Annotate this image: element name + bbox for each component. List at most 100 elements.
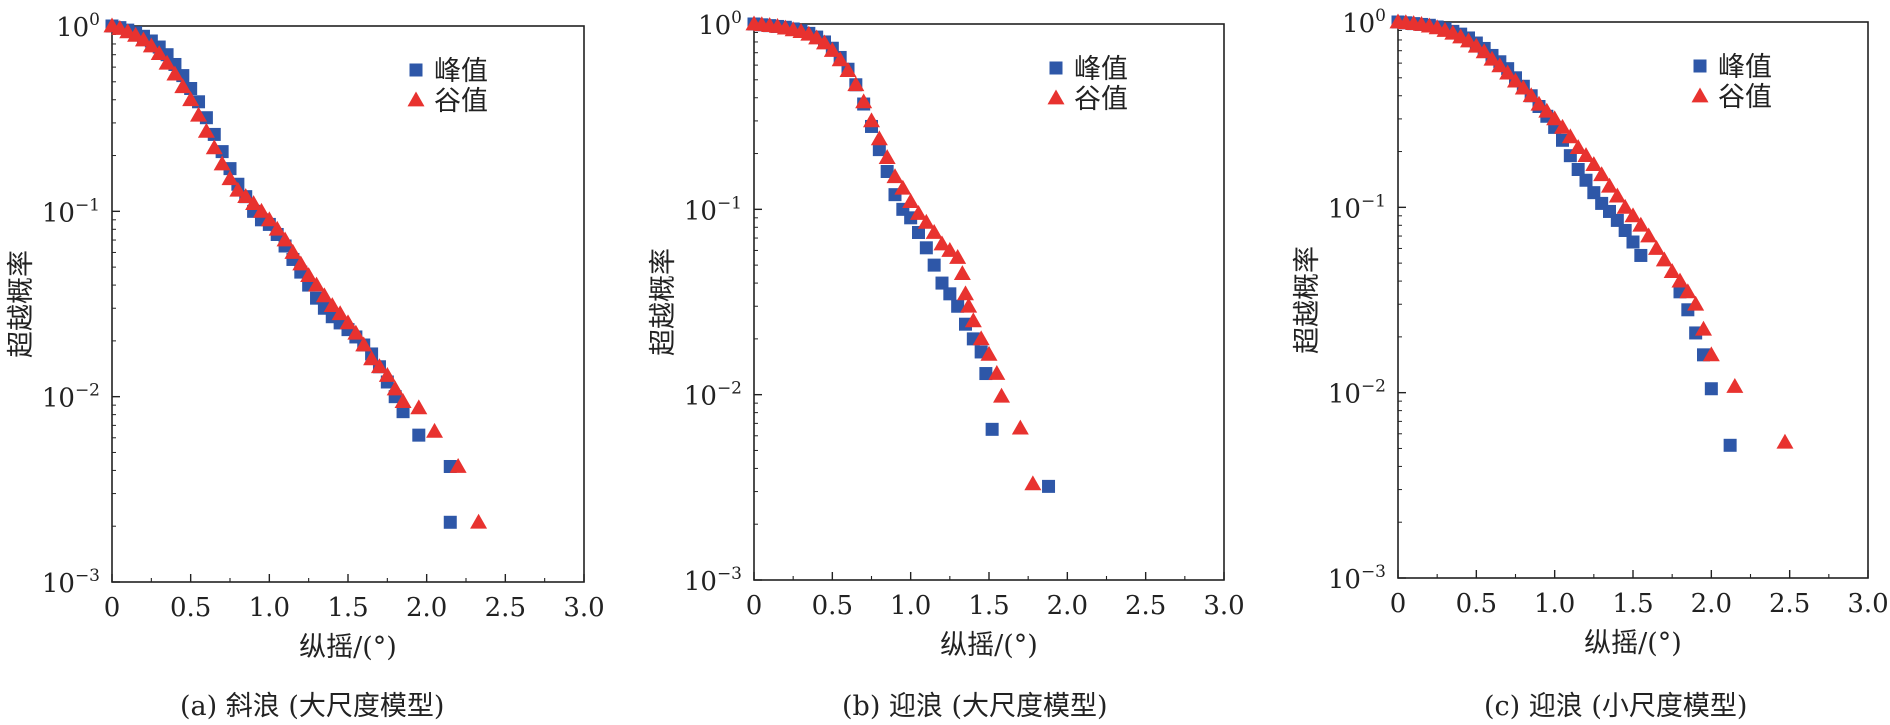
trough-point-b: [933, 235, 951, 251]
y-tick-label: 10−3: [42, 566, 100, 599]
trough-point-b: [831, 51, 849, 67]
trough-point-b: [855, 93, 873, 109]
trough-point-a: [339, 314, 357, 330]
trough-point-a: [158, 54, 176, 70]
trough-point-b: [839, 62, 857, 78]
peak-point-c: [1618, 223, 1632, 237]
y-tick-label: 100: [56, 10, 100, 43]
trough-point-c: [1679, 283, 1697, 299]
peak-point-a: [396, 405, 410, 419]
peak-point-a: [443, 515, 457, 529]
trough-point-c: [1475, 43, 1493, 59]
trough-point-a: [300, 267, 318, 282]
trough-point-a: [292, 255, 310, 271]
peak-point-c: [1610, 213, 1624, 227]
trough-point-a: [237, 188, 255, 204]
y-axis-label: 超越概率: [1292, 246, 1323, 354]
trough-point-a: [315, 287, 333, 303]
trough-point-a: [229, 181, 247, 197]
trough-point-b: [972, 330, 990, 346]
trough-point-b: [941, 241, 959, 257]
trough-point-a: [268, 220, 286, 236]
trough-point-b: [902, 193, 920, 209]
trough-point-a: [284, 243, 302, 259]
y-tick-label: 10−2: [1328, 377, 1386, 410]
trough-point-c: [1663, 263, 1681, 278]
x-tick-label: 1.5: [1612, 589, 1653, 619]
y-tick-label: 10−2: [684, 379, 742, 412]
peak-point-c: [1571, 163, 1585, 177]
trough-point-a: [190, 106, 208, 122]
trough-point-c: [1632, 216, 1650, 232]
panel-b: 0 0.5 1.0 1.5 2.0 2.5 3.0 100 10−1 10−2 10−3 纵摇/(°)…: [648, 8, 1245, 661]
x-tick-label: 2.5: [1769, 589, 1810, 619]
peak-point-b: [912, 225, 925, 239]
trough-point-a: [150, 45, 168, 60]
trough-point-c: [1776, 433, 1794, 449]
x-tick-label: 0: [104, 593, 121, 623]
peak-point-b: [951, 299, 965, 313]
x-axis-label: 纵摇/(°): [940, 630, 1038, 661]
trough-point-c: [1687, 295, 1705, 311]
caption-c: (c) 迎浪 (小尺度模型): [1484, 691, 1748, 722]
peak-point-b: [880, 165, 894, 179]
trough-point-c: [1530, 95, 1548, 111]
x-tick-label: 1.5: [968, 591, 1009, 621]
trough-point-c: [1538, 102, 1556, 118]
trough-point-a: [197, 122, 215, 138]
trough-point-a: [213, 155, 231, 171]
trough-point-c: [1514, 79, 1532, 95]
legend-marker-peak: [1049, 61, 1063, 75]
trough-point-a: [276, 231, 294, 247]
y-tick-label: 10−1: [684, 193, 742, 226]
trough-point-a: [323, 297, 341, 312]
trough-point-a: [355, 336, 373, 352]
trough-point-a: [134, 31, 152, 47]
trough-point-c: [1460, 32, 1477, 48]
legend-marker-peak: [1693, 59, 1707, 73]
peak-point-b: [985, 422, 999, 436]
trough-point-c: [1577, 147, 1595, 163]
legend-marker-trough: [1691, 87, 1709, 103]
trough-point-a: [378, 367, 396, 382]
trough-point-a: [252, 202, 270, 218]
legend-label: 峰值: [434, 56, 488, 87]
trough-point-b: [953, 265, 971, 280]
x-tick-label: 0: [1390, 589, 1407, 619]
trough-point-c: [1695, 320, 1712, 336]
peak-point-c: [1587, 186, 1601, 200]
x-tick-label: 0.5: [170, 593, 211, 623]
trough-point-b: [917, 213, 935, 229]
trough-point-b: [816, 34, 833, 50]
trough-point-a: [166, 65, 184, 81]
peak-point-c: [1579, 173, 1593, 187]
trough-point-c: [1499, 64, 1517, 80]
trough-point-c: [1671, 272, 1689, 288]
peak-point-b: [935, 276, 949, 290]
caption-a: (a) 斜浪 (大尺度模型): [180, 691, 445, 722]
x-axis-label: 纵摇/(°): [1584, 628, 1682, 659]
y-tick-label: 10−1: [42, 195, 100, 228]
peak-point-c: [1704, 382, 1718, 396]
trough-point-c: [1585, 156, 1603, 171]
trough-point-c: [1546, 110, 1564, 126]
trough-point-b: [808, 29, 826, 45]
peak-point-b: [979, 367, 993, 381]
trough-point-a: [221, 170, 239, 186]
trough-point-a: [386, 380, 404, 396]
trough-point-b: [988, 365, 1006, 380]
y-tick-label: 100: [698, 8, 742, 41]
panel-a: 0 0.5 1.0 1.5 2.0 2.5 3.0 100 10−1 10−2 10−3 纵摇/(°)…: [6, 10, 605, 663]
x-tick-label: 2.0: [1691, 589, 1732, 619]
y-tick-label: 100: [1342, 6, 1386, 39]
trough-point-b: [878, 149, 896, 165]
trough-point-c: [1483, 50, 1501, 66]
trough-point-c: [1569, 139, 1587, 154]
trough-point-c: [1593, 166, 1611, 182]
trough-point-c: [1608, 187, 1626, 203]
y-tick-label: 10−3: [684, 564, 742, 597]
legend-label: 峰值: [1074, 54, 1128, 85]
plot-frame: [1397, 21, 1869, 579]
trough-point-c: [1522, 87, 1540, 103]
